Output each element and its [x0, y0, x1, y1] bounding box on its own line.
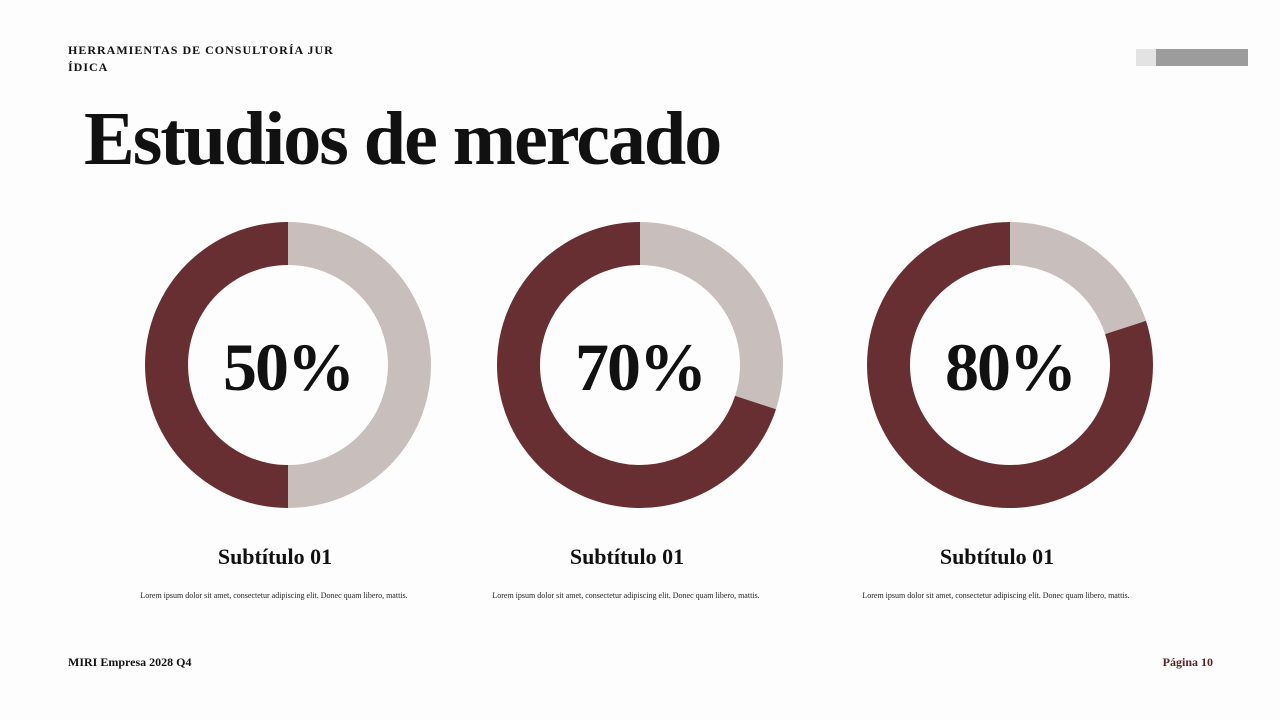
donut-slice — [1010, 222, 1147, 335]
center-label: 70% — [575, 329, 705, 405]
subtitle: Subtítulo 01 — [218, 544, 332, 569]
donut-slice — [640, 222, 783, 410]
center-label: 80% — [945, 329, 1075, 405]
kicker: HERRAMIENTAS DE CONSULTORÍA JURÍDICA — [68, 43, 334, 74]
subtitle: Subtítulo 01 — [940, 544, 1054, 569]
donut-slice — [866, 222, 1153, 508]
annotation: Lorem ipsum dolor sit amet, consectetur … — [862, 591, 1129, 600]
decor-bar — [1136, 49, 1156, 66]
title: Estudios de mercado — [84, 97, 722, 181]
subtitle: Subtítulo 01 — [570, 544, 684, 569]
annotation: Lorem ipsum dolor sit amet, consectetur … — [140, 591, 407, 600]
donut-slice — [145, 222, 288, 508]
decor-bar — [1156, 49, 1248, 66]
footer-left: MIRI Empresa 2028 Q4 — [68, 655, 192, 669]
center-label: 50% — [223, 329, 353, 405]
donut-slice — [496, 222, 777, 508]
annotation: Lorem ipsum dolor sit amet, consectetur … — [492, 591, 759, 600]
footer-right: Página 10 — [1162, 655, 1213, 669]
donut-slice — [288, 222, 431, 508]
